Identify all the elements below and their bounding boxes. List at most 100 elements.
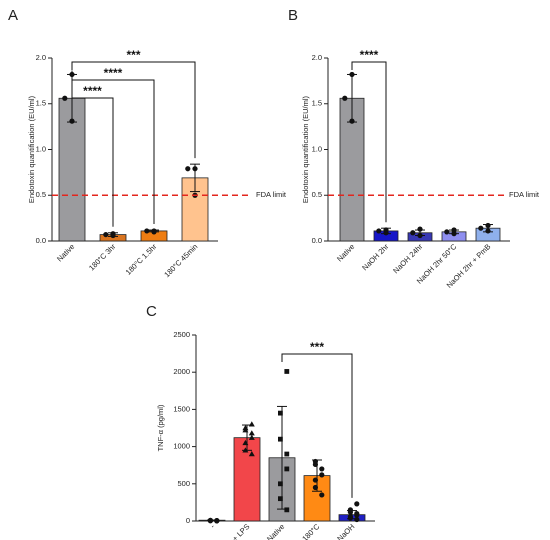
- data-point-2-1: [410, 230, 416, 236]
- panel-A: A 0.0 0.5 1.0 1.5 2.0 Endotoxin quantification…: [8, 7, 287, 279]
- data-point-1-2: [110, 231, 116, 237]
- x-tick-label: NaOH 24hr: [391, 242, 425, 276]
- data-point-4-2: [347, 513, 353, 520]
- reference-line-label: FDA limit: [256, 190, 287, 199]
- data-point-4-4: [354, 510, 360, 517]
- data-point-2-5: [278, 436, 283, 442]
- y-tick-label: 1.0: [312, 144, 322, 153]
- x-tick-label: -: [208, 522, 216, 530]
- y-axis-title: TNF-α (pg/ml): [156, 404, 165, 451]
- data-point-2-1: [144, 228, 150, 234]
- x-tick-label: 180°C 3hr: [87, 242, 118, 273]
- y-tick-label: 0.5: [312, 190, 322, 199]
- x-tick-label: NaOH: [335, 522, 356, 540]
- y-tick-label: 2000: [173, 367, 190, 376]
- x-tick-label: 180°C: [300, 522, 322, 540]
- y-tick-label: 1.5: [312, 99, 322, 108]
- y-tick-label: 1.0: [36, 144, 46, 153]
- y-tick-label: 0.0: [36, 236, 46, 245]
- data-point-3-0: [319, 492, 325, 498]
- data-point-2-6: [278, 410, 283, 416]
- data-point-1-3: [248, 434, 255, 440]
- significance-bracket-2: [71, 70, 114, 227]
- data-point-1-1: [376, 228, 382, 234]
- data-point-0-1: [342, 95, 348, 101]
- y-tick-label: 500: [177, 479, 190, 488]
- data-point-1-2: [242, 439, 249, 446]
- data-point-4-2: [485, 222, 491, 229]
- data-point-3-2: [192, 166, 198, 172]
- x-tick-label: NaOH 2hr: [360, 242, 391, 273]
- data-point-1-4: [248, 430, 255, 436]
- x-tick-label: 180°C 1.5hr: [124, 242, 159, 277]
- data-point-2-0: [284, 507, 290, 513]
- data-point-2-2: [151, 228, 157, 234]
- x-tick-label: 180°C 45min: [162, 242, 199, 279]
- y-tick-label: 2.0: [312, 53, 322, 62]
- data-point-2-1: [278, 496, 283, 502]
- data-point-3-6: [312, 458, 318, 465]
- x-tick-label: Native: [55, 242, 76, 263]
- data-point-3-1: [444, 229, 450, 235]
- data-point-3-0: [451, 231, 457, 237]
- data-point-2-2: [417, 226, 423, 232]
- panel-letter-C: C: [146, 303, 157, 320]
- x-tick-label: Native: [335, 242, 356, 263]
- data-point-0-2: [349, 118, 355, 124]
- x-tick-label: + LPS: [230, 522, 251, 540]
- x-tick-label: Native: [265, 522, 286, 540]
- data-point-2-7: [284, 369, 290, 374]
- data-point-0-1: [62, 95, 68, 101]
- panel-letter-B: B: [288, 7, 298, 24]
- y-tick-label: 1.5: [36, 99, 46, 108]
- significance-label: ****: [83, 84, 102, 98]
- panel-B: B 0.0 0.5 1.0 1.5 2.0 Endotoxin quantification…: [288, 7, 540, 290]
- y-tick-label: 2.0: [36, 53, 46, 62]
- y-tick-label: 1500: [173, 404, 190, 413]
- data-point-3-3: [319, 472, 325, 478]
- data-point-2-4: [284, 451, 290, 457]
- data-point-1-2: [383, 227, 389, 233]
- data-point-4-0: [485, 228, 491, 234]
- y-axis-title: Endotoxin quantification (EU/ml): [301, 95, 310, 203]
- data-point-0-0: [349, 71, 355, 78]
- data-point-0-6: [207, 517, 213, 524]
- panel-letter-A: A: [8, 7, 18, 24]
- data-point-0-7: [214, 518, 220, 524]
- data-point-3-2: [451, 227, 457, 233]
- data-point-1-6: [242, 425, 249, 431]
- significance-bracket-0: [351, 61, 387, 223]
- reference-line-label: FDA limit: [509, 190, 540, 199]
- data-point-4-7: [354, 501, 360, 507]
- data-point-3-2: [312, 477, 318, 483]
- data-point-2-2: [278, 481, 283, 487]
- data-point-4-1: [478, 225, 484, 231]
- y-axis-title: Endotoxin quantification (EU/ml): [27, 95, 36, 203]
- data-point-4-6: [347, 507, 353, 513]
- significance-label: ****: [360, 48, 379, 62]
- significance-label: ****: [104, 66, 123, 80]
- significance-bracket-0: [71, 61, 196, 159]
- data-point-0-2: [69, 118, 75, 124]
- data-point-2-0: [417, 232, 423, 239]
- data-point-3-1: [312, 484, 318, 491]
- y-tick-label: 1000: [173, 442, 190, 451]
- data-point-2-3: [284, 466, 290, 472]
- significance-label: ***: [126, 48, 140, 62]
- data-point-4-0: [354, 516, 360, 523]
- y-tick-label: 0: [186, 516, 190, 525]
- data-point-1-1: [103, 231, 109, 238]
- y-tick-label: 0.5: [36, 190, 46, 199]
- data-point-3-1: [185, 166, 191, 172]
- data-point-1-1: [242, 447, 249, 453]
- data-point-3-4: [319, 466, 325, 472]
- significance-label: ***: [310, 340, 324, 354]
- y-tick-label: 0.0: [312, 236, 322, 245]
- significance-bracket-0: [281, 353, 353, 498]
- panel-C: C 0 500 1000 1500 2000 2500 TNF-α (pg/ml) - + LPS…: [146, 303, 375, 540]
- data-point-1-7: [248, 421, 255, 427]
- data-point-1-0: [248, 451, 255, 457]
- y-tick-label: 2500: [173, 330, 190, 339]
